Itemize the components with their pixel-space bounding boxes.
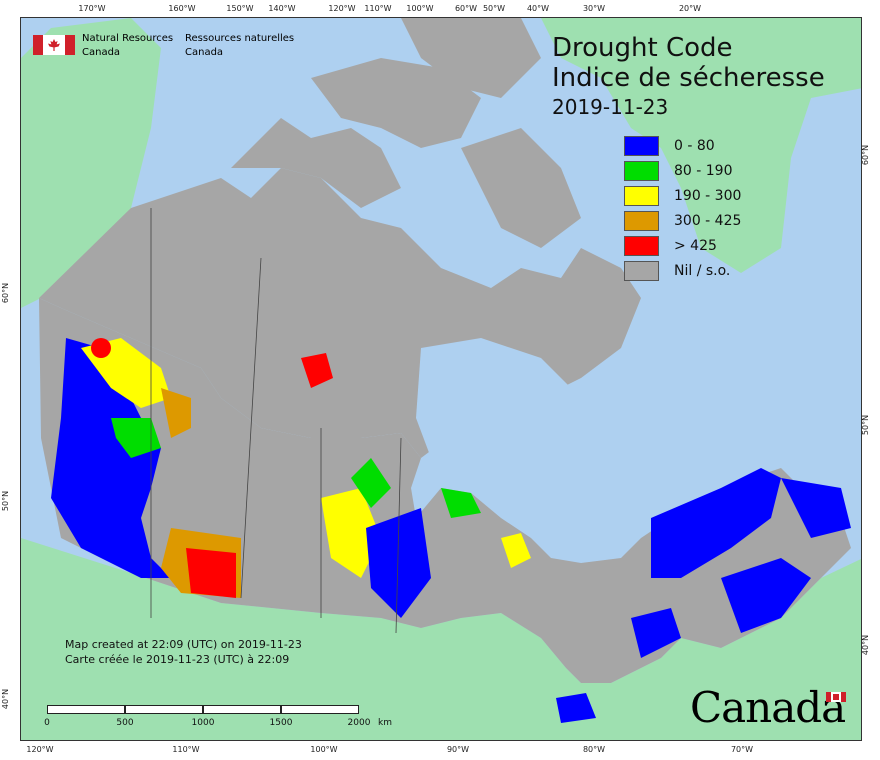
greenland-land: [541, 18, 861, 273]
map-credit-fr: Carte créée le 2019-11-23 (UTC) à 22:09: [65, 653, 290, 666]
drought-orange-ab: [161, 388, 191, 438]
province-borders: [150, 208, 402, 634]
canada-wordmark: Canada: [690, 683, 846, 732]
legend-item: 300 - 425: [624, 208, 741, 233]
legend-swatch: [624, 160, 659, 181]
legend-swatch: [624, 210, 659, 231]
legend-item: 80 - 190: [624, 158, 741, 183]
drought-red-spot: [91, 338, 111, 358]
scale-segment: [281, 705, 359, 714]
left-tick: 60°N: [1, 282, 11, 304]
top-tick: 140°W: [268, 4, 296, 13]
agency-name-en: Natural Resources Canada: [82, 32, 173, 60]
drought-blue-bc: [51, 338, 171, 578]
legend-swatch: [624, 260, 659, 281]
scale-unit: km: [378, 718, 392, 728]
left-tick: 50°N: [1, 490, 11, 512]
scale-bar: [47, 705, 359, 714]
map-date: 2019-11-23: [552, 95, 669, 119]
legend-item: 0 - 80: [624, 133, 741, 158]
legend-item: > 425: [624, 233, 741, 258]
usa-land: [21, 538, 861, 740]
top-tick: 170°W: [78, 4, 106, 13]
map-title-en: Drought Code: [552, 33, 733, 63]
scale-label: 1500: [269, 718, 293, 728]
map-credit-en: Map created at 22:09 (UTC) on 2019-11-23: [65, 638, 302, 651]
drought-blue-mb: [366, 508, 431, 618]
top-tick: 60°W: [454, 4, 478, 13]
agency-fr-line2: Canada: [185, 47, 224, 58]
drought-green-mb: [441, 488, 481, 518]
bottom-tick: 70°W: [730, 745, 754, 754]
legend-label: > 425: [674, 237, 717, 254]
legend-label: 300 - 425: [674, 212, 742, 229]
map-frame: [20, 17, 862, 741]
drought-blue-qc-south: [631, 608, 681, 658]
legend-swatch: [624, 235, 659, 256]
drought-yellow-on: [501, 533, 531, 568]
legend-swatch: [624, 135, 659, 156]
scale-label: 1000: [191, 718, 215, 728]
drought-green-sk: [351, 458, 391, 508]
legend: 0 - 80 80 - 190 190 - 300 300 - 425 > 42…: [624, 133, 741, 283]
hudson-bay: [416, 338, 581, 508]
bottom-tick: 80°W: [582, 745, 606, 754]
map-canvas: [21, 18, 861, 740]
scale-label: 500: [116, 718, 134, 728]
drought-blue-nl: [781, 478, 851, 538]
drought-blue-qc: [651, 468, 781, 578]
top-tick: 30°W: [582, 4, 606, 13]
top-tick: 150°W: [226, 4, 254, 13]
scale-segment: [125, 705, 203, 714]
top-tick: 100°W: [406, 4, 434, 13]
right-tick: 40°N: [861, 634, 871, 656]
top-tick: 120°W: [328, 4, 356, 13]
scale-label: 0: [44, 718, 50, 728]
bottom-tick: 110°W: [172, 745, 200, 754]
alaska-land: [21, 18, 161, 308]
scale-label: 2000: [347, 718, 371, 728]
drought-yellow-sk: [321, 488, 381, 578]
legend-label: 0 - 80: [674, 137, 715, 154]
legend-label: 190 - 300: [674, 187, 742, 204]
right-tick: 50°N: [861, 414, 871, 436]
scale-segment: [203, 705, 281, 714]
arctic-island: [311, 58, 481, 148]
agency-en-line2: Canada: [82, 47, 121, 58]
arctic-island: [401, 18, 541, 98]
baffin-island: [461, 128, 581, 248]
top-tick: 20°W: [678, 4, 702, 13]
wordmark-flag-icon: [826, 692, 846, 702]
top-tick: 50°W: [482, 4, 506, 13]
legend-label: Nil / s.o.: [674, 262, 731, 279]
bottom-tick: 90°W: [446, 745, 470, 754]
agency-en-line1: Natural Resources: [82, 33, 174, 44]
drought-blue-on-south: [556, 693, 596, 723]
top-tick: 160°W: [168, 4, 196, 13]
agency-fr-line1: Ressources naturelles: [185, 33, 295, 44]
legend-item: 190 - 300: [624, 183, 741, 208]
agency-name-fr: Ressources naturelles Canada: [185, 32, 294, 60]
legend-swatch: [624, 185, 659, 206]
drought-red-ab-south: [186, 548, 236, 598]
arctic-island: [231, 118, 401, 208]
left-tick: 40°N: [1, 688, 11, 710]
scale-segment: [47, 705, 125, 714]
drought-red-nwt: [301, 353, 333, 388]
map-title-fr: Indice de sécheresse: [552, 63, 825, 93]
bottom-tick: 120°W: [26, 745, 54, 754]
top-tick: 40°W: [526, 4, 550, 13]
canada-flag-icon: [33, 35, 75, 55]
top-tick: 110°W: [364, 4, 392, 13]
drought-blue-nb: [721, 558, 811, 633]
bottom-tick: 100°W: [310, 745, 338, 754]
legend-item: Nil / s.o.: [624, 258, 741, 283]
right-tick: 60°N: [861, 144, 871, 166]
drought-green-bc: [111, 418, 161, 458]
legend-label: 80 - 190: [674, 162, 733, 179]
